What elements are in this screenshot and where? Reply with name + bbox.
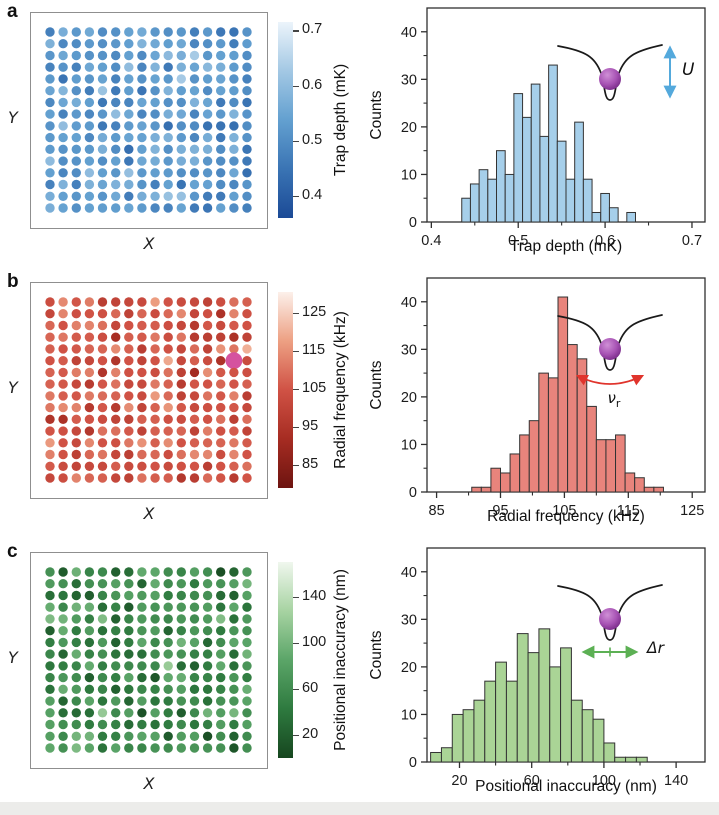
colorbar-tick-label: 105 [302, 380, 327, 396]
svg-text:20: 20 [401, 390, 417, 406]
inset-symbol-label-a: U [682, 60, 695, 80]
colorbar-tick [293, 30, 299, 32]
svg-text:10: 10 [401, 438, 417, 454]
colorbar-tick [293, 642, 299, 644]
colorbar-title-b: Radial frequency (kHz) [332, 311, 349, 469]
array-y-axis-label-b: Y [8, 378, 18, 397]
svg-text:95: 95 [492, 503, 508, 519]
panel-a: a Y X 0.4 0.5 0.6 0.7 Trap depth (mK) 0.4 0.… [0, 0, 719, 272]
panel-letter-c: c [7, 541, 18, 562]
dot-array-box-a [30, 12, 268, 229]
svg-text:20: 20 [401, 120, 417, 136]
colorbar-tick-label: 20 [302, 725, 319, 742]
colorbar-tick-label: 85 [302, 456, 319, 473]
array-x-axis-label-b: X [143, 504, 155, 523]
svg-text:100: 100 [592, 773, 616, 789]
colorbar-tick [293, 195, 299, 198]
hist-y-axis-label-b: Counts [368, 360, 385, 410]
svg-text:40: 40 [401, 25, 417, 41]
colorbar-tick [293, 688, 299, 691]
colorbar-tick-label: 60 [302, 679, 319, 696]
hist-x-axis-label-b: Radial frequency (kHz) [487, 508, 645, 525]
colorbar-tick [293, 427, 299, 429]
svg-text:0: 0 [409, 755, 417, 771]
colorbar-tick-label: 0.6 [302, 76, 323, 93]
hist-y-axis-label-a: Counts [368, 90, 385, 140]
svg-text:0.5: 0.5 [508, 233, 528, 249]
colorbar-gradient-b [278, 292, 293, 488]
hist-x-axis-label-c: Positional inaccuracy (nm) [475, 778, 657, 795]
histogram-b: 85 95 105 115 125 0 10 20 30 40 [401, 277, 706, 519]
colorbar-tick-label: 140 [302, 587, 327, 604]
colorbar-tick [293, 734, 299, 737]
inset-symbol-label-b: νr [607, 389, 621, 410]
colorbar-tick [293, 351, 299, 353]
colorbar-gradient-a [278, 22, 293, 218]
colorbar-tick [293, 140, 299, 142]
dot-array-box-c [30, 552, 268, 769]
svg-text:0: 0 [409, 215, 417, 231]
svg-text:0.6: 0.6 [595, 233, 615, 249]
svg-text:0.4: 0.4 [421, 233, 441, 249]
svg-text:20: 20 [401, 660, 417, 676]
colorbar-tick-label: 125 [302, 303, 327, 320]
histogram-a: 0.4 0.5 0.6 0.7 0 10 20 30 40 [401, 7, 706, 249]
svg-text:30: 30 [401, 343, 417, 359]
svg-text:60: 60 [524, 773, 540, 789]
inset-potential-well-b [557, 314, 663, 386]
dot-array-b [45, 297, 252, 483]
colorbar-tick-label: 115 [302, 342, 326, 358]
panel-b: b Y X 85 95 105 115 125 Radial frequency (kH… [0, 270, 719, 542]
colorbar-tick [293, 596, 299, 598]
svg-text:20: 20 [451, 773, 467, 789]
hist-y-axis-label-c: Counts [368, 630, 385, 680]
panel-c: c Y X 20 60 100 140 Positional inaccuracy (… [0, 540, 719, 812]
panel-letter-b: b [7, 271, 19, 292]
svg-text:115: 115 [617, 503, 640, 519]
dot-array-box-b [30, 282, 268, 499]
array-y-axis-label-c: Y [8, 648, 18, 667]
colorbar-tick-label: 100 [302, 633, 327, 650]
svg-text:10: 10 [401, 168, 417, 184]
inset-potential-well-c [557, 584, 663, 659]
colorbar-tick [293, 389, 299, 391]
colorbar-title-a: Trap depth (mK) [332, 63, 349, 177]
svg-text:30: 30 [401, 613, 417, 629]
colorbar-tick-label: 0.5 [302, 131, 323, 148]
svg-text:0.7: 0.7 [682, 233, 702, 249]
svg-text:0: 0 [409, 485, 417, 501]
svg-text:30: 30 [401, 73, 417, 89]
colorbar-tick-label: 0.4 [302, 186, 323, 203]
array-x-axis-label-c: X [143, 774, 155, 793]
svg-text:140: 140 [664, 773, 688, 789]
colorbar-tick [293, 312, 299, 315]
page-footer-strip [0, 802, 719, 815]
array-y-axis-label-a: Y [8, 108, 18, 127]
svg-text:85: 85 [429, 503, 445, 519]
svg-text:40: 40 [401, 565, 417, 581]
colorbar-tick-label: 95 [302, 418, 319, 435]
colorbar-tick-label: 0.7 [302, 21, 323, 38]
hist-x-axis-label-a: Trap depth (mK) [509, 238, 623, 255]
inset-potential-well-a [557, 44, 677, 101]
svg-text:105: 105 [552, 503, 576, 519]
dot-array-c [45, 567, 252, 753]
panel-letter-a: a [7, 1, 18, 22]
colorbar-title-c: Positional inaccuracy (nm) [332, 569, 349, 751]
colorbar-gradient-c [278, 562, 293, 758]
dot-array-a [45, 27, 252, 213]
svg-text:10: 10 [401, 708, 417, 724]
histogram-c: 20 60 100 140 0 10 20 30 40 [401, 547, 706, 789]
array-x-axis-label-a: X [143, 234, 155, 253]
svg-text:125: 125 [680, 503, 704, 519]
colorbar-tick [293, 85, 299, 87]
colorbar-tick [293, 465, 299, 467]
inset-symbol-label-c: Δr [647, 639, 664, 657]
svg-text:40: 40 [401, 295, 417, 311]
